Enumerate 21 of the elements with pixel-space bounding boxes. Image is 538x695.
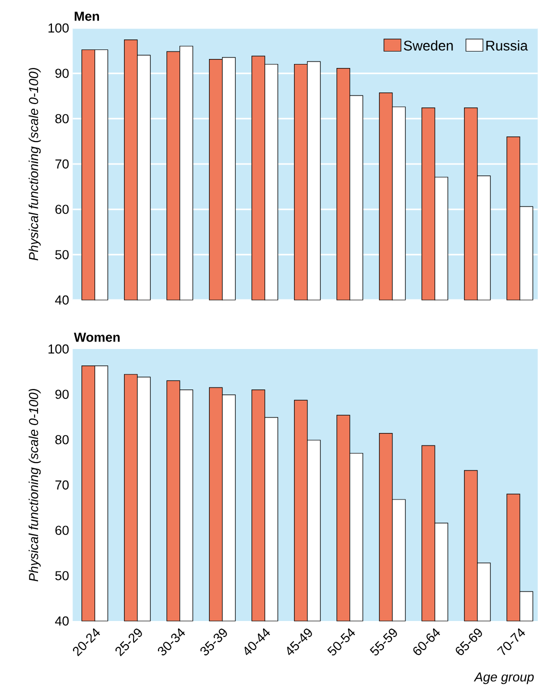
chart-title: Men: [74, 12, 99, 21]
legend-label: Sweden: [404, 40, 453, 51]
y-tick-label: 100: [48, 344, 69, 354]
x-axis-title: Age group: [474, 672, 534, 684]
y-tick-label: 40: [55, 616, 69, 626]
y-axis-title: Physical functioning (scale 0-100): [28, 388, 41, 582]
y-tick-label: 60: [55, 526, 69, 535]
y-tick-label: 90: [55, 68, 69, 78]
y-axis-title: Physical functioning (scale 0-100): [28, 68, 41, 260]
y-tick-label: 80: [55, 114, 69, 124]
legend-label: Russia: [486, 40, 528, 51]
y-tick-label: 50: [55, 250, 69, 260]
y-tick-label: 50: [55, 571, 69, 580]
y-tick-label: 40: [55, 295, 69, 305]
y-tick-label: 100: [48, 23, 69, 33]
y-tick-label: 80: [55, 435, 69, 444]
chart-title: Women: [74, 332, 120, 342]
y-tick-label: 70: [55, 159, 69, 169]
y-tick-label: 70: [55, 480, 69, 490]
y-tick-label: 60: [55, 204, 69, 214]
y-tick-label: 90: [55, 390, 69, 399]
